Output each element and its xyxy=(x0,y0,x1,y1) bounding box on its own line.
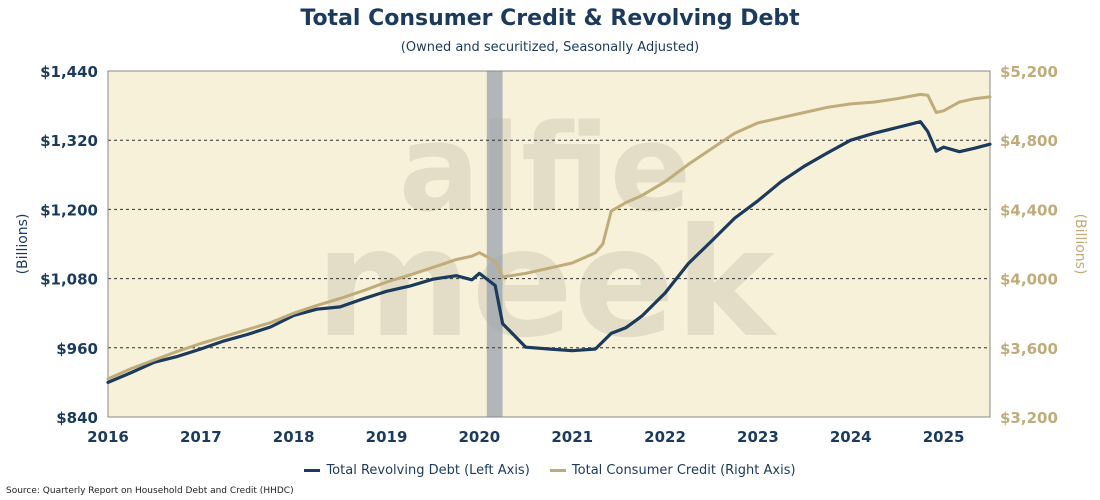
plot-background xyxy=(108,71,990,417)
series-line-consumer-credit xyxy=(106,92,992,381)
source-note: Source: Quarterly Report on Household De… xyxy=(6,486,294,496)
x-tick: 2020 xyxy=(458,428,500,446)
y-tick-right: $3,200 xyxy=(1000,409,1058,427)
series-line-revolving-debt xyxy=(106,120,992,384)
y-tick-right: $4,400 xyxy=(1000,201,1058,219)
y-tick-right: $3,600 xyxy=(1000,340,1058,358)
y-tick-right: $4,000 xyxy=(1000,271,1058,289)
recession-shading xyxy=(486,71,503,417)
x-tick: 2023 xyxy=(737,428,779,446)
legend-swatch-revolving xyxy=(304,469,321,472)
y-tick-left: $1,200 xyxy=(40,201,98,219)
y-tick-left: $840 xyxy=(56,409,98,427)
y-tick-right: $5,200 xyxy=(1000,63,1058,81)
x-tick: 2019 xyxy=(366,428,408,446)
watermark-line-2: meek xyxy=(315,197,778,371)
x-tick: 2021 xyxy=(551,428,593,446)
x-tick: 2017 xyxy=(180,428,222,446)
y-tick-left: $1,440 xyxy=(40,63,98,81)
legend-item-revolving: Total Revolving Debt (Left Axis) xyxy=(304,463,530,478)
legend-item-consumer: Total Consumer Credit (Right Axis) xyxy=(549,463,796,478)
x-tick: 2022 xyxy=(644,428,686,446)
watermark-line-1: alfie xyxy=(399,100,691,239)
x-tick: 2016 xyxy=(87,428,129,446)
y-tick-left: $1,320 xyxy=(40,132,98,150)
y-tick-left: $1,080 xyxy=(40,271,98,289)
y-tick-right: $4,800 xyxy=(1000,132,1058,150)
chart-subtitle: (Owned and securitized, Seasonally Adjus… xyxy=(400,40,700,55)
y-axis-label-right: (Billions) xyxy=(1072,214,1088,275)
legend-swatch-consumer xyxy=(549,469,566,472)
legend: Total Revolving Debt (Left Axis) Total C… xyxy=(0,461,1100,478)
plot-frame xyxy=(107,70,991,418)
legend-label-consumer: Total Consumer Credit (Right Axis) xyxy=(571,463,796,478)
y-tick-left: $960 xyxy=(56,340,98,358)
x-tick: 2018 xyxy=(273,428,315,446)
legend-label-revolving: Total Revolving Debt (Left Axis) xyxy=(326,463,530,478)
x-tick: 2025 xyxy=(923,428,965,446)
y-axis-label-left: (Billions) xyxy=(15,214,31,275)
x-tick: 2024 xyxy=(830,428,872,446)
chart-title: Total Consumer Credit & Revolving Debt xyxy=(300,6,800,31)
